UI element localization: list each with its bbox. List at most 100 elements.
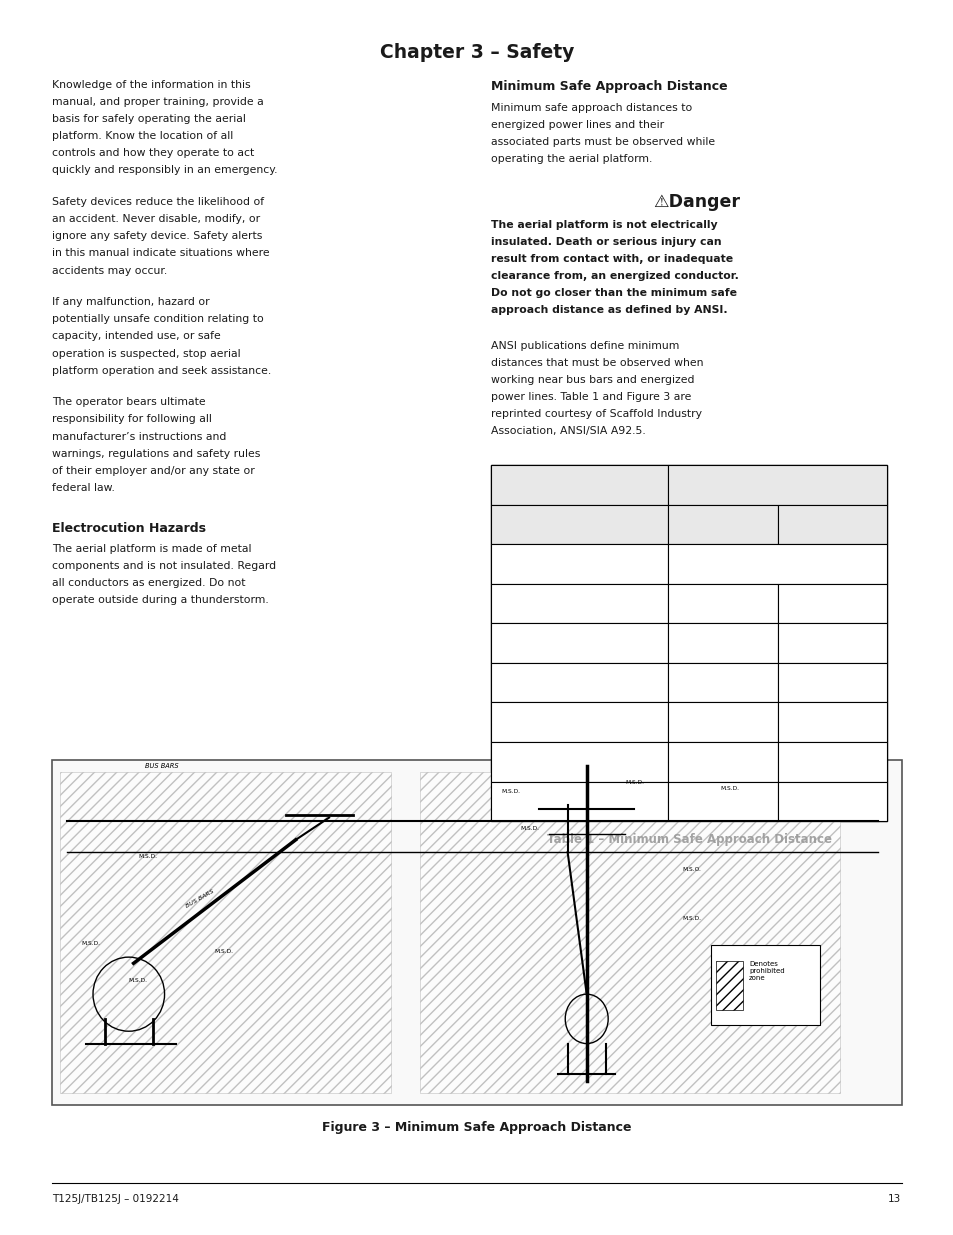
Text: Knowledge of the information in this: Knowledge of the information in this xyxy=(52,80,251,90)
Text: The operator bears ultimate: The operator bears ultimate xyxy=(52,398,206,408)
Text: Voltage Range
(Phase to Phase): Voltage Range (Phase to Phase) xyxy=(532,474,626,496)
Bar xyxy=(667,703,777,742)
Text: M.S.D.: M.S.D. xyxy=(214,950,233,955)
Text: federal law.: federal law. xyxy=(52,483,115,493)
Text: capacity, intended use, or safe: capacity, intended use, or safe xyxy=(52,331,221,341)
Text: clearance from, an energized conductor.: clearance from, an energized conductor. xyxy=(491,272,739,282)
Text: ⚠Danger: ⚠Danger xyxy=(652,193,740,211)
Bar xyxy=(777,703,886,742)
Bar xyxy=(491,505,667,545)
Text: basis for safely operating the aerial: basis for safely operating the aerial xyxy=(52,115,246,125)
Text: an accident. Never disable, modify, or: an accident. Never disable, modify, or xyxy=(52,215,260,225)
Text: Minimum Safe Approach Distance: Minimum Safe Approach Distance xyxy=(681,480,872,490)
Text: ANSI publications define minimum: ANSI publications define minimum xyxy=(491,341,679,351)
Text: If any malfunction, hazard or: If any malfunction, hazard or xyxy=(52,298,210,308)
Bar xyxy=(667,545,886,584)
Text: working near bus bars and energized: working near bus bars and energized xyxy=(491,375,694,385)
Bar xyxy=(491,624,667,663)
Bar xyxy=(491,466,886,821)
Text: energized power lines and their: energized power lines and their xyxy=(491,120,663,130)
Text: 3.05: 3.05 xyxy=(821,599,842,609)
Bar xyxy=(777,584,886,624)
Text: 13: 13 xyxy=(887,1194,901,1204)
Text: accidents may occur.: accidents may occur. xyxy=(52,266,168,275)
Bar xyxy=(667,782,777,821)
Text: of their employer and/or any state or: of their employer and/or any state or xyxy=(52,466,255,475)
Bar xyxy=(667,466,886,505)
Text: Chapter 3 – Safety: Chapter 3 – Safety xyxy=(379,43,574,62)
Text: warnings, regulations and safety rules: warnings, regulations and safety rules xyxy=(52,448,260,458)
Text: Meters: Meters xyxy=(815,520,848,530)
Text: M.S.D.: M.S.D. xyxy=(720,787,739,792)
Text: Safety devices reduce the likelihood of: Safety devices reduce the likelihood of xyxy=(52,198,264,207)
Text: platform operation and seek assistance.: platform operation and seek assistance. xyxy=(52,366,272,375)
Text: 6.10: 6.10 xyxy=(821,678,842,688)
Text: potentially unsafe condition relating to: potentially unsafe condition relating to xyxy=(52,315,264,325)
Text: controls and how they operate to act: controls and how they operate to act xyxy=(52,148,254,158)
Text: manual, and proper training, provide a: manual, and proper training, provide a xyxy=(52,98,264,107)
Text: Association, ANSI/SIA A92.5.: Association, ANSI/SIA A92.5. xyxy=(491,426,645,436)
Text: Feet: Feet xyxy=(711,520,733,530)
Text: M.S.D.: M.S.D. xyxy=(681,916,700,921)
Text: 13.72: 13.72 xyxy=(817,797,846,806)
Text: manufacturer’s instructions and: manufacturer’s instructions and xyxy=(52,431,227,441)
Bar xyxy=(491,584,667,624)
Text: all conductors as energized. Do not: all conductors as energized. Do not xyxy=(52,578,246,588)
Text: M.S.D.: M.S.D. xyxy=(129,978,148,983)
Text: M.S.O.: M.S.O. xyxy=(681,867,700,872)
Text: reprinted courtesy of Scaffold Industry: reprinted courtesy of Scaffold Industry xyxy=(491,409,701,419)
Text: in this manual indicate situations where: in this manual indicate situations where xyxy=(52,248,270,258)
Text: operation is suspected, stop aerial: operation is suspected, stop aerial xyxy=(52,348,241,358)
Bar xyxy=(491,742,667,782)
Text: 20: 20 xyxy=(716,678,728,688)
Text: The aerial platform is made of metal: The aerial platform is made of metal xyxy=(52,545,252,555)
Bar xyxy=(491,545,667,584)
Bar xyxy=(491,782,667,821)
Text: M.S.D.: M.S.D. xyxy=(138,855,157,860)
Bar xyxy=(491,466,667,505)
Text: platform. Know the location of all: platform. Know the location of all xyxy=(52,131,233,141)
Text: 10: 10 xyxy=(716,599,728,609)
Text: operate outside during a thunderstorm.: operate outside during a thunderstorm. xyxy=(52,595,269,605)
Text: 7.62: 7.62 xyxy=(821,718,842,727)
Text: result from contact with, or inadequate: result from contact with, or inadequate xyxy=(491,254,733,264)
Bar xyxy=(667,742,777,782)
Text: 25: 25 xyxy=(716,718,728,727)
Text: components and is not insulated. Regard: components and is not insulated. Regard xyxy=(52,561,276,571)
Bar xyxy=(667,663,777,703)
Bar xyxy=(777,505,886,545)
Text: M.S.D.: M.S.D. xyxy=(624,781,643,785)
Text: Do not go closer than the minimum safe: Do not go closer than the minimum safe xyxy=(491,288,737,298)
Polygon shape xyxy=(419,772,839,1093)
Text: M.S.D.: M.S.D. xyxy=(500,789,519,794)
Text: power lines. Table 1 and Figure 3 are: power lines. Table 1 and Figure 3 are xyxy=(491,391,691,401)
Bar xyxy=(710,945,820,1025)
Text: 10.67: 10.67 xyxy=(817,757,846,767)
Text: The aerial platform is not electrically: The aerial platform is not electrically xyxy=(491,220,718,230)
Text: 45: 45 xyxy=(716,797,728,806)
Text: Over 750kV to 1000kV: Over 750kV to 1000kV xyxy=(497,797,609,806)
Text: approach distance as defined by ANSI.: approach distance as defined by ANSI. xyxy=(491,305,727,315)
Bar xyxy=(667,584,777,624)
Text: 35: 35 xyxy=(716,757,728,767)
Text: Over 50kV to 200kV: Over 50kV to 200kV xyxy=(497,638,597,648)
Bar xyxy=(777,742,886,782)
Text: Minimum Safe Approach Distance: Minimum Safe Approach Distance xyxy=(491,80,727,94)
Bar xyxy=(777,782,886,821)
Text: Electrocution Hazards: Electrocution Hazards xyxy=(52,522,206,535)
Text: Over 500kV to 750kV: Over 500kV to 750kV xyxy=(497,757,602,767)
Bar xyxy=(491,663,667,703)
Text: responsibility for following all: responsibility for following all xyxy=(52,415,213,425)
Bar xyxy=(52,760,901,1105)
Text: T125J/TB125J – 0192214: T125J/TB125J – 0192214 xyxy=(52,1194,179,1204)
Bar xyxy=(667,505,777,545)
Text: Over 200kV to 350Kv: Over 200kV to 350Kv xyxy=(497,678,602,688)
Text: associated parts must be observed while: associated parts must be observed while xyxy=(491,137,715,147)
Text: 0 to 300V: 0 to 300V xyxy=(497,559,544,569)
Text: BUS BARS: BUS BARS xyxy=(185,888,215,909)
Text: Avoid Contact: Avoid Contact xyxy=(742,559,811,569)
Text: insulated. Death or serious injury can: insulated. Death or serious injury can xyxy=(491,237,721,247)
Text: Minimum safe approach distances to: Minimum safe approach distances to xyxy=(491,103,692,112)
Text: BUS BARS: BUS BARS xyxy=(145,763,179,769)
Text: M.S.D.: M.S.D. xyxy=(81,941,100,946)
